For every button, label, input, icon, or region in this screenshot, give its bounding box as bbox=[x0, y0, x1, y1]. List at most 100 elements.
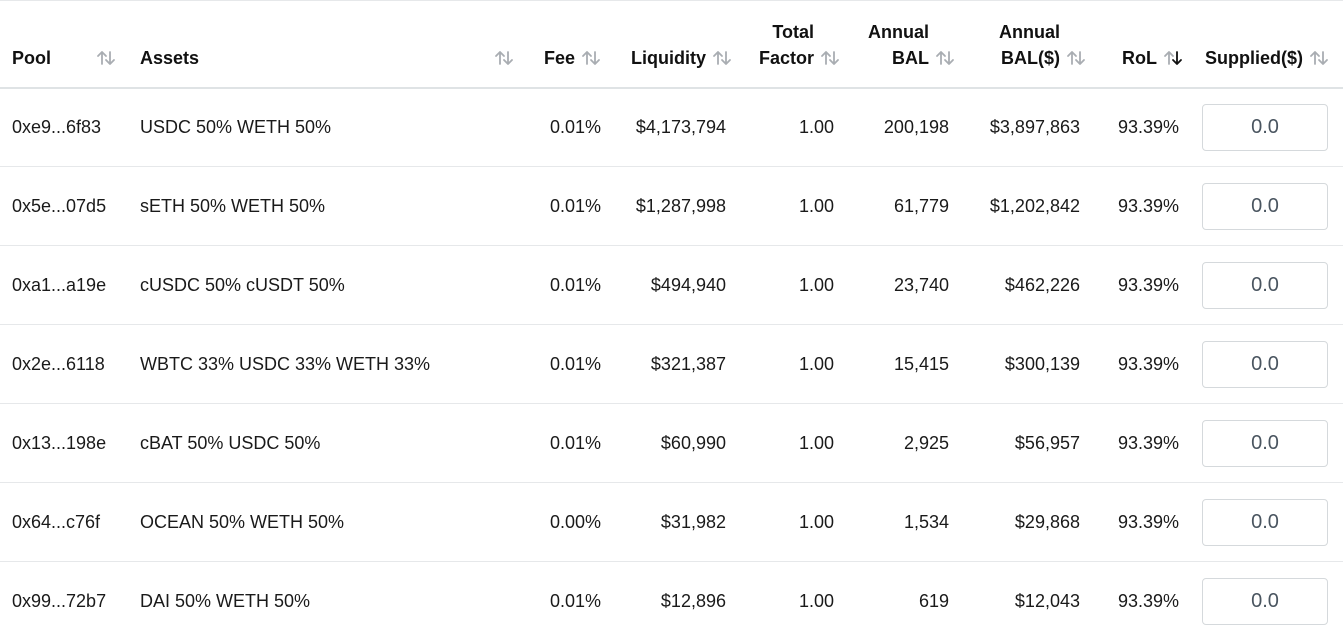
pool-liquidity: $60,990 bbox=[660, 432, 726, 453]
sort-icon[interactable] bbox=[494, 50, 514, 66]
supplied-input[interactable] bbox=[1202, 498, 1328, 546]
table-body: 0xe9...6f83 USDC 50% WETH 50% 0.01% $4,1… bbox=[0, 88, 1343, 641]
pool-fee: 0.00% bbox=[549, 511, 601, 532]
table-header: Pool Assets Fee Liquidity bbox=[0, 0, 1343, 88]
sort-icon[interactable] bbox=[935, 50, 955, 66]
column-label-annual-bal-line2: BAL bbox=[892, 47, 929, 68]
supplied-input[interactable] bbox=[1202, 577, 1328, 625]
pool-address: 0xa1...a19e bbox=[12, 274, 107, 295]
pool-annual-bal: 15,415 bbox=[893, 353, 949, 374]
pool-rol: 93.39% bbox=[1117, 432, 1179, 453]
supplied-input[interactable] bbox=[1202, 103, 1328, 151]
supplied-cell bbox=[1183, 88, 1343, 167]
column-header-annual-bal[interactable]: Annual BAL bbox=[840, 1, 955, 88]
column-label-total-factor-line2: Factor bbox=[758, 47, 814, 68]
column-header-annual-bal-usd[interactable]: Annual BAL($) bbox=[955, 1, 1086, 88]
pool-assets: USDC 50% WETH 50% bbox=[140, 116, 332, 137]
pool-annual-bal: 23,740 bbox=[893, 274, 949, 295]
sort-icon[interactable] bbox=[820, 50, 840, 66]
pool-annual-bal: 200,198 bbox=[883, 116, 949, 137]
pool-address: 0x5e...07d5 bbox=[12, 195, 107, 216]
pool-rol: 93.39% bbox=[1117, 353, 1179, 374]
sort-icon[interactable] bbox=[96, 50, 116, 66]
pool-liquidity: $31,982 bbox=[660, 511, 726, 532]
table-row: 0x2e...6118 WBTC 33% USDC 33% WETH 33% 0… bbox=[0, 325, 1343, 404]
column-label-total-factor: Total Factor bbox=[759, 19, 814, 71]
supplied-input[interactable] bbox=[1202, 182, 1328, 230]
sort-icon[interactable] bbox=[1066, 50, 1086, 66]
supplied-cell bbox=[1183, 325, 1343, 404]
pool-rol: 93.39% bbox=[1117, 511, 1179, 532]
column-header-assets[interactable]: Assets bbox=[128, 1, 518, 88]
pool-address: 0xe9...6f83 bbox=[12, 116, 102, 137]
pool-annual-bal-usd: $3,897,863 bbox=[989, 116, 1080, 137]
table-row: 0x13...198e cBAT 50% USDC 50% 0.01% $60,… bbox=[0, 404, 1343, 483]
pool-fee: 0.01% bbox=[549, 274, 601, 295]
pool-total-factor: 1.00 bbox=[798, 195, 834, 216]
pool-annual-bal: 2,925 bbox=[903, 432, 949, 453]
table-row: 0x64...c76f OCEAN 50% WETH 50% 0.00% $31… bbox=[0, 483, 1343, 562]
pool-total-factor: 1.00 bbox=[798, 511, 834, 532]
pool-assets: sETH 50% WETH 50% bbox=[140, 195, 326, 216]
supplied-input[interactable] bbox=[1202, 261, 1328, 309]
pool-liquidity: $4,173,794 bbox=[635, 116, 726, 137]
column-label-fee: Fee bbox=[543, 47, 575, 68]
column-label-annual-bal-line1: Annual bbox=[868, 21, 929, 42]
column-header-supplied[interactable]: Supplied($) bbox=[1183, 1, 1343, 88]
pool-liquidity: $494,940 bbox=[650, 274, 726, 295]
pool-annual-bal: 1,534 bbox=[903, 511, 949, 532]
pool-annual-bal-usd: $462,226 bbox=[1004, 274, 1080, 295]
pool-assets: cBAT 50% USDC 50% bbox=[140, 432, 321, 453]
sort-icon[interactable] bbox=[1309, 50, 1329, 66]
pool-fee: 0.01% bbox=[549, 353, 601, 374]
pool-total-factor: 1.00 bbox=[798, 590, 834, 611]
column-label-liquidity: Liquidity bbox=[631, 47, 706, 68]
pool-address: 0x2e...6118 bbox=[12, 353, 105, 374]
column-header-rol[interactable]: RoL bbox=[1086, 1, 1183, 88]
column-header-total-factor[interactable]: Total Factor bbox=[732, 1, 840, 88]
sort-descending-icon[interactable] bbox=[1163, 50, 1183, 66]
column-label-supplied: Supplied($) bbox=[1205, 47, 1303, 68]
pool-total-factor: 1.00 bbox=[798, 116, 834, 137]
pool-liquidity: $1,287,998 bbox=[635, 195, 726, 216]
supplied-cell bbox=[1183, 562, 1343, 641]
supplied-cell bbox=[1183, 246, 1343, 325]
pool-annual-bal: 61,779 bbox=[893, 195, 949, 216]
table-row: 0x5e...07d5 sETH 50% WETH 50% 0.01% $1,2… bbox=[0, 167, 1343, 246]
pool-assets: DAI 50% WETH 50% bbox=[140, 590, 311, 611]
pool-address: 0x99...72b7 bbox=[12, 590, 107, 611]
pool-assets: cUSDC 50% cUSDT 50% bbox=[140, 274, 345, 295]
column-label-annual-bal-usd-line2: BAL($) bbox=[1001, 47, 1060, 68]
supplied-cell bbox=[1183, 404, 1343, 483]
pool-fee: 0.01% bbox=[549, 195, 601, 216]
pool-liquidity: $12,896 bbox=[660, 590, 726, 611]
column-label-total-factor-line1: Total bbox=[772, 21, 814, 42]
column-header-liquidity[interactable]: Liquidity bbox=[601, 1, 732, 88]
table-row: 0xa1...a19e cUSDC 50% cUSDT 50% 0.01% $4… bbox=[0, 246, 1343, 325]
sort-icon[interactable] bbox=[712, 50, 732, 66]
pool-fee: 0.01% bbox=[549, 432, 601, 453]
column-label-assets: Assets bbox=[140, 47, 200, 68]
pool-annual-bal-usd: $29,868 bbox=[1014, 511, 1080, 532]
supplied-input[interactable] bbox=[1202, 340, 1328, 388]
column-label-annual-bal-usd: Annual BAL($) bbox=[999, 19, 1060, 71]
table-row: 0xe9...6f83 USDC 50% WETH 50% 0.01% $4,1… bbox=[0, 88, 1343, 167]
pool-fee: 0.01% bbox=[549, 116, 601, 137]
supplied-input[interactable] bbox=[1202, 419, 1328, 467]
column-label-pool: Pool bbox=[12, 47, 51, 68]
column-header-pool[interactable]: Pool bbox=[0, 1, 128, 88]
header-row: Pool Assets Fee Liquidity bbox=[0, 0, 1343, 88]
pool-rol: 93.39% bbox=[1117, 195, 1179, 216]
pool-annual-bal-usd: $56,957 bbox=[1014, 432, 1080, 453]
pool-address: 0x13...198e bbox=[12, 432, 107, 453]
pool-annual-bal: 619 bbox=[918, 590, 949, 611]
pool-rol: 93.39% bbox=[1117, 274, 1179, 295]
pool-annual-bal-usd: $12,043 bbox=[1014, 590, 1080, 611]
sort-icon[interactable] bbox=[581, 50, 601, 66]
supplied-cell bbox=[1183, 483, 1343, 562]
pool-annual-bal-usd: $300,139 bbox=[1004, 353, 1080, 374]
column-header-fee[interactable]: Fee bbox=[518, 1, 601, 88]
pool-assets: OCEAN 50% WETH 50% bbox=[140, 511, 345, 532]
column-label-annual-bal-usd-line1: Annual bbox=[999, 21, 1060, 42]
